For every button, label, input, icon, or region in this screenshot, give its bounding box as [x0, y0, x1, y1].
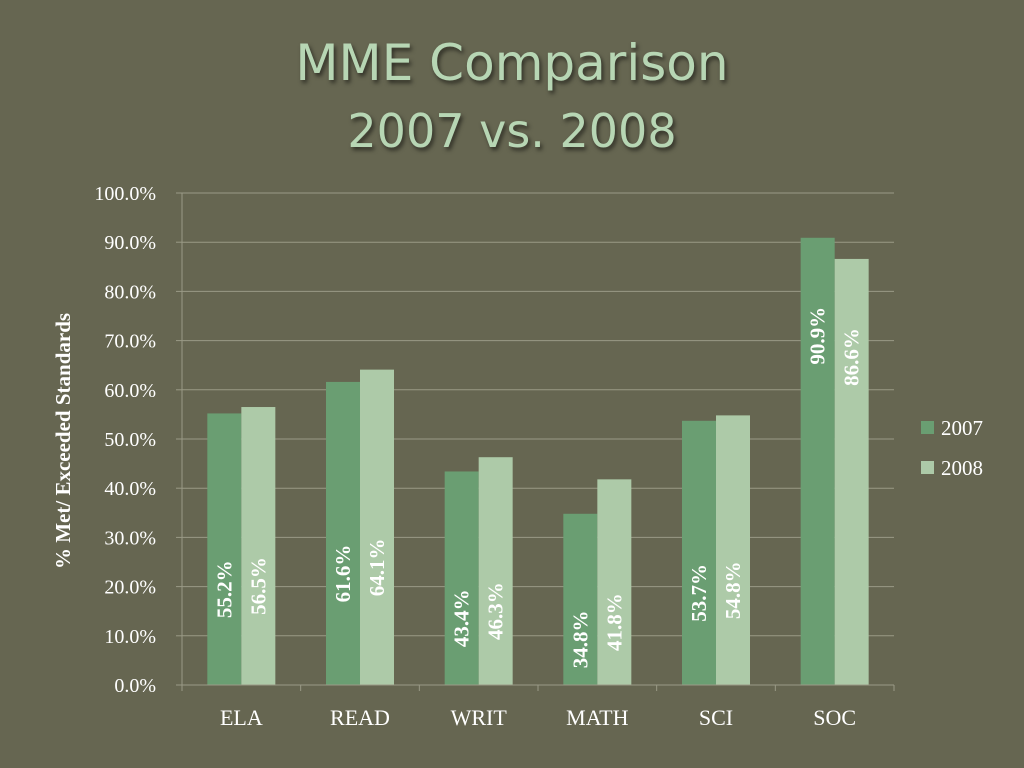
data-label: 41.8%: [602, 593, 626, 651]
data-label: 64.1%: [365, 538, 389, 596]
bar-2008-read: [360, 369, 394, 685]
y-tick-label: 100.0%: [94, 183, 156, 205]
y-tick-label: 80.0%: [104, 281, 156, 303]
data-label: 61.6%: [331, 545, 355, 603]
x-tick-label: SOC: [813, 705, 856, 730]
bar-2007-read: [326, 381, 360, 685]
legend-swatch-2008: [921, 461, 934, 474]
bar-2008-sci: [716, 415, 750, 685]
data-label: 90.9%: [806, 307, 830, 365]
x-tick-label: ELA: [220, 705, 263, 730]
chart-title: MME Comparison: [295, 34, 729, 92]
y-tick-label: 30.0%: [104, 527, 156, 549]
y-tick-label: 50.0%: [104, 429, 156, 451]
bar-data-labels: 55.2% 56.5% 61.6% 64.1% 43.4% 46.3% 34.8% 41.8%…: [212, 307, 863, 668]
x-tick-label: READ: [330, 705, 390, 730]
bar-2008-math: [597, 479, 632, 685]
y-tick-label: 90.0%: [104, 232, 156, 254]
y-tick-label: 20.0%: [104, 577, 156, 599]
legend-label-2008: 2008: [941, 456, 983, 480]
y-tick-label: 0.0%: [114, 675, 156, 697]
legend-swatch-2007: [921, 421, 934, 434]
gridlines: [182, 192, 894, 637]
bar-2008-writ: [478, 457, 513, 685]
bars: [207, 237, 869, 685]
data-label: 86.6%: [840, 328, 864, 386]
data-label: 56.5%: [246, 557, 270, 615]
bar-2007-writ: [444, 471, 479, 685]
bar-2008-ela: [241, 407, 276, 685]
legend: 2007 2008: [921, 416, 983, 480]
x-tick-label: MATH: [566, 705, 628, 730]
data-label: 46.3%: [484, 582, 508, 640]
bar-2008-soc: [834, 258, 869, 685]
y-axis-label: % Met/ Exceeded Standards: [51, 313, 75, 569]
data-label: 43.4%: [450, 589, 474, 647]
data-label: 53.7%: [687, 564, 711, 622]
y-axis-ticks: 0.0% 10.0% 20.0% 30.0% 40.0% 50.0% 60.0% 70.0% 8…: [94, 183, 182, 697]
bar-2007-math: [563, 513, 598, 685]
bar-2007-soc: [800, 237, 835, 685]
y-tick-label: 70.0%: [104, 331, 156, 353]
x-axis-ticks: ELA READ WRIT MATH SCI SOC: [181, 685, 895, 730]
y-tick-label: 10.0%: [104, 626, 156, 648]
y-tick-label: 60.0%: [104, 380, 156, 402]
y-tick-label: 40.0%: [104, 478, 156, 500]
x-tick-label: SCI: [699, 705, 733, 730]
legend-label-2007: 2007: [941, 416, 983, 440]
x-tick-label: WRIT: [451, 705, 508, 730]
data-label: 55.2%: [212, 560, 236, 618]
data-label: 54.8%: [721, 561, 745, 619]
bar-2007-ela: [207, 413, 242, 685]
bar-2007-sci: [682, 420, 716, 685]
data-label: 34.8%: [568, 611, 592, 669]
chart-subtitle: 2007 vs. 2008: [347, 104, 677, 158]
